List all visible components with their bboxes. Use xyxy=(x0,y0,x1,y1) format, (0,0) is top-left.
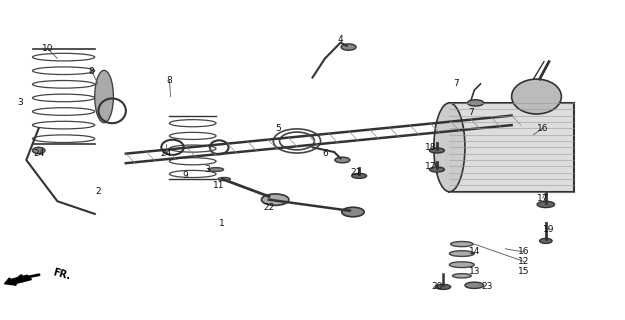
Text: 8: 8 xyxy=(89,67,94,76)
Text: 4: 4 xyxy=(338,35,343,44)
Text: 3: 3 xyxy=(204,165,209,174)
Ellipse shape xyxy=(434,103,465,192)
FancyArrow shape xyxy=(4,275,31,285)
Text: 11: 11 xyxy=(213,181,225,190)
Ellipse shape xyxy=(335,157,350,163)
Text: 12: 12 xyxy=(518,257,530,266)
Text: 18: 18 xyxy=(425,143,436,152)
Text: 13: 13 xyxy=(469,267,480,276)
Text: 10: 10 xyxy=(42,44,54,53)
Ellipse shape xyxy=(429,148,444,153)
Text: 21: 21 xyxy=(351,168,362,177)
Ellipse shape xyxy=(95,70,113,123)
Ellipse shape xyxy=(539,238,552,244)
Ellipse shape xyxy=(341,44,356,50)
Ellipse shape xyxy=(451,242,473,247)
Text: 16: 16 xyxy=(537,124,549,133)
Ellipse shape xyxy=(512,79,561,114)
Ellipse shape xyxy=(218,178,231,180)
Ellipse shape xyxy=(468,100,484,106)
Text: 19: 19 xyxy=(543,225,555,234)
Text: 17: 17 xyxy=(425,162,436,171)
Text: 15: 15 xyxy=(518,267,530,276)
Ellipse shape xyxy=(449,251,474,256)
Text: 6: 6 xyxy=(322,149,328,158)
Ellipse shape xyxy=(261,194,289,205)
Ellipse shape xyxy=(436,284,451,289)
Text: FR.: FR. xyxy=(51,267,71,281)
Text: 23: 23 xyxy=(481,282,492,292)
Text: 5: 5 xyxy=(276,124,281,133)
Text: 7: 7 xyxy=(468,108,474,117)
Text: 8: 8 xyxy=(166,76,172,85)
Ellipse shape xyxy=(352,173,367,178)
Ellipse shape xyxy=(449,262,474,268)
Text: 24: 24 xyxy=(33,149,44,158)
Text: 2: 2 xyxy=(95,187,101,196)
Text: 7: 7 xyxy=(452,79,459,88)
Ellipse shape xyxy=(429,167,444,172)
Text: 3: 3 xyxy=(17,99,23,108)
Ellipse shape xyxy=(209,168,224,172)
Text: 17: 17 xyxy=(537,194,549,203)
Text: 16: 16 xyxy=(518,247,530,257)
Text: 1: 1 xyxy=(219,219,225,228)
Ellipse shape xyxy=(32,147,45,154)
Text: 22: 22 xyxy=(263,203,274,212)
Text: 14: 14 xyxy=(469,247,480,257)
Text: 24: 24 xyxy=(161,149,172,158)
Ellipse shape xyxy=(465,282,484,288)
Ellipse shape xyxy=(452,274,471,278)
Text: 9: 9 xyxy=(182,172,188,180)
Text: 20: 20 xyxy=(431,282,442,292)
Ellipse shape xyxy=(342,207,364,217)
Bar xyxy=(449,103,574,192)
Ellipse shape xyxy=(537,201,554,208)
